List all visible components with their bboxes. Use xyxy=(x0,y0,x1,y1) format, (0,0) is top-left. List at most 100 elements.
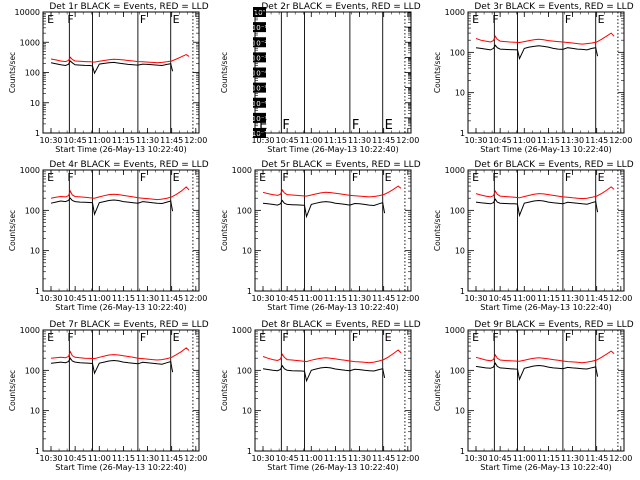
marker-label: E xyxy=(385,171,392,184)
x-axis-label: Start Time (26-May-13 10:22:40) xyxy=(55,303,186,312)
x-tick-label: 11:30 xyxy=(136,294,159,303)
x-tick-label: 10:45 xyxy=(64,136,87,145)
marker-label: E xyxy=(598,13,605,26)
y-tick-label: 100 xyxy=(450,48,465,57)
y-tick-label: 1 xyxy=(35,447,40,456)
x-axis-label: Start Time (26-May-13 10:22:40) xyxy=(55,145,186,154)
y-axis-label: Counts/sec xyxy=(433,370,442,411)
x-tick-label: 11:45 xyxy=(160,294,183,303)
series-line-events xyxy=(262,199,386,219)
y-tick-label: 100 xyxy=(450,366,465,375)
x-axis-label: Start Time (26-May-13 10:22:40) xyxy=(480,145,611,154)
y-tick-label: 10 xyxy=(455,89,465,98)
y-tick-label: 1 xyxy=(460,447,465,456)
chart-title: Det 4r BLACK = Events, RED = LLD xyxy=(49,160,208,170)
y-axis-label: Counts/sec xyxy=(433,210,442,251)
y-tick-label-bg xyxy=(253,112,266,123)
marker-label: F xyxy=(492,13,498,26)
x-tick-label: 11:00 xyxy=(300,136,323,145)
marker-label: E xyxy=(259,331,266,344)
y-tick-label: 1000 xyxy=(232,326,252,335)
marker-label: E xyxy=(47,13,54,26)
x-tick-label: 11:15 xyxy=(537,294,560,303)
x-tick-label: 11:15 xyxy=(537,136,560,145)
x-tick-label: 11:45 xyxy=(585,136,608,145)
chart-panel-9: Det 9r BLACK = Events, RED = LLD 1 10 100 10… xyxy=(433,320,634,472)
marker-label: F xyxy=(492,171,498,184)
x-axis-label: Start Time (26-May-13 10:22:40) xyxy=(267,303,398,312)
y-tick-label: 10⁰ xyxy=(254,9,266,17)
y-axis-label: Counts/sec xyxy=(220,210,229,251)
chart-title: Det 8r BLACK = Events, RED = LLD xyxy=(261,320,420,330)
x-tick-label: 10:30 xyxy=(39,454,62,463)
series-line-events xyxy=(50,197,174,216)
x-tick-label: 11:00 xyxy=(513,136,536,145)
y-tick-label: 10⁻⁴ xyxy=(252,70,268,78)
x-tick-label: 11:15 xyxy=(112,136,135,145)
plot-frame xyxy=(254,169,412,292)
x-tick-label: 12:00 xyxy=(609,136,632,145)
x-tick-label: 10:30 xyxy=(39,294,62,303)
x-tick-label: 11:00 xyxy=(513,294,536,303)
x-tick-label: 11:15 xyxy=(112,454,135,463)
y-tick-label: 10⁻¹ xyxy=(252,24,268,32)
x-tick-label: 12:00 xyxy=(396,294,419,303)
y-axis-label: Counts/sec xyxy=(8,52,17,93)
x-tick-label: 12:00 xyxy=(396,454,419,463)
x-tick-label: 11:30 xyxy=(561,136,584,145)
y-tick-label: 10⁻³ xyxy=(252,54,268,62)
x-axis-label: Start Time (26-May-13 10:22:40) xyxy=(267,463,398,472)
marker-label: E xyxy=(259,171,266,184)
y-tick-label: 100 xyxy=(25,206,40,215)
y-tick-label: 1000 xyxy=(20,166,40,175)
marker-label: F xyxy=(67,13,73,26)
marker-label: E xyxy=(47,331,54,344)
y-tick-label: 10⁻⁵ xyxy=(252,85,268,93)
x-tick-label: 11:45 xyxy=(372,136,395,145)
chart-panel-1: Det 1r BLACK = Events, RED = LLD 1 10 100 10… xyxy=(8,2,209,154)
marker-label: E xyxy=(385,118,393,133)
x-axis-label: Start Time (26-May-13 10:22:40) xyxy=(480,303,611,312)
x-axis-label: Start Time (26-May-13 10:22:40) xyxy=(480,463,611,472)
series-line-events xyxy=(50,60,174,75)
x-tick-label: 11:00 xyxy=(88,294,111,303)
y-tick-label-bg xyxy=(253,22,266,33)
marker-label: E xyxy=(47,171,54,184)
chart-panel-6: Det 6r BLACK = Events, RED = LLD 1 10 100 10… xyxy=(433,160,634,312)
x-tick-label: 12:00 xyxy=(609,294,632,303)
plot-frame xyxy=(467,169,625,292)
marker-label: E xyxy=(173,331,180,344)
y-axis-label: Counts/sec xyxy=(8,370,17,411)
marker-label: E xyxy=(472,331,479,344)
chart-panel-2: Det 2r BLACK = Events, RED = LLD 10⁻⁸ 10⁻⁷… xyxy=(220,2,421,154)
y-tick-label-bg xyxy=(253,37,266,48)
x-tick-label: 12:00 xyxy=(184,454,207,463)
series-line-lld xyxy=(475,32,615,45)
y-tick-label: 1000 xyxy=(445,8,465,17)
x-tick-label: 11:00 xyxy=(300,294,323,303)
chart-panel-7: Det 7r BLACK = Events, RED = LLD 1 10 100 10… xyxy=(8,320,209,472)
x-tick-label: 10:45 xyxy=(64,454,87,463)
x-tick-label: 10:30 xyxy=(251,294,274,303)
x-tick-label: 11:15 xyxy=(324,454,347,463)
x-tick-label: 11:15 xyxy=(112,294,135,303)
chart-title: Det 5r BLACK = Events, RED = LLD xyxy=(261,160,420,170)
y-tick-label: 10⁻² xyxy=(252,39,268,47)
x-tick-label: 11:15 xyxy=(324,294,347,303)
chart-panel-3: Det 3r BLACK = Events, RED = LLD 1 10 100 10… xyxy=(433,2,634,154)
plot-frame xyxy=(254,11,412,134)
marker-label: E xyxy=(385,331,392,344)
plot-frame xyxy=(42,169,200,292)
y-tick-label: 1 xyxy=(35,287,40,296)
plot-frame xyxy=(467,11,625,134)
series-line-lld xyxy=(50,347,190,361)
y-tick-label: 10⁻⁸ xyxy=(252,130,268,138)
series-line-lld xyxy=(262,349,402,364)
y-tick-label: 1000 xyxy=(20,38,40,47)
y-tick-label: 10 xyxy=(30,247,40,256)
y-tick-label-bg xyxy=(253,97,266,108)
x-tick-label: 10:30 xyxy=(39,136,62,145)
plot-frame xyxy=(42,11,200,134)
x-tick-label: 12:00 xyxy=(184,294,207,303)
chart-panel-8: Det 8r BLACK = Events, RED = LLD 1 10 100 10… xyxy=(220,320,421,472)
